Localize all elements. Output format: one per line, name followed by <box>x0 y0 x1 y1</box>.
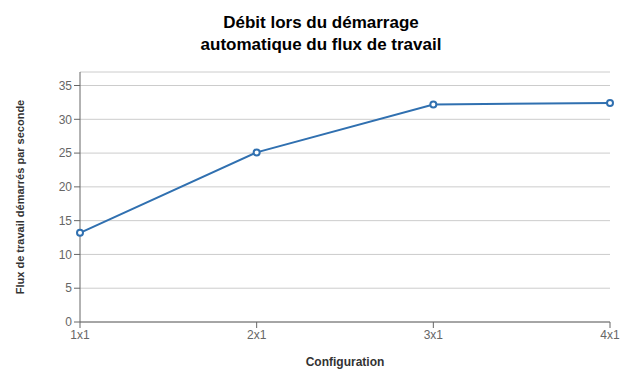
svg-text:15: 15 <box>59 214 73 228</box>
svg-text:35: 35 <box>59 79 73 93</box>
svg-text:4x1: 4x1 <box>600 328 620 342</box>
svg-text:25: 25 <box>59 146 73 160</box>
svg-text:2x1: 2x1 <box>247 328 267 342</box>
svg-text:Flux de travail démarrés par s: Flux de travail démarrés par seconde <box>14 100 26 294</box>
svg-text:20: 20 <box>59 180 73 194</box>
html-text:Débit lors du démarrage: Débit lors du démarrage <box>223 13 419 32</box>
svg-text:0: 0 <box>65 315 72 329</box>
svg-text:Configuration: Configuration <box>306 355 385 369</box>
svg-text:3x1: 3x1 <box>424 328 444 342</box>
svg-text:10: 10 <box>59 248 73 262</box>
svg-text:1x1: 1x1 <box>70 328 90 342</box>
html-text:automatique du flux de travail: automatique du flux de travail <box>200 35 442 54</box>
svg-text:5: 5 <box>65 281 72 295</box>
svg-text:30: 30 <box>59 113 73 127</box>
